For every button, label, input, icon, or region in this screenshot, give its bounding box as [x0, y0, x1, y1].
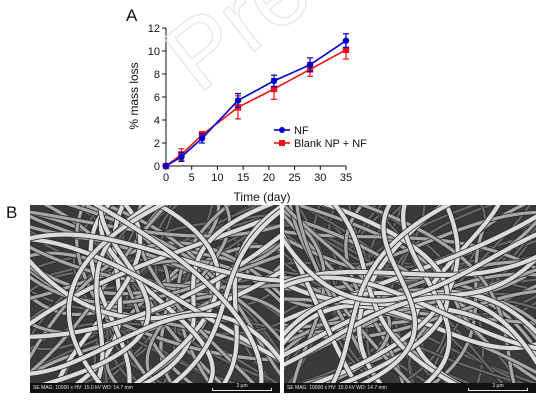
data-point [162, 162, 170, 170]
y-tick-label: 10 [148, 46, 160, 58]
chart-marks [162, 33, 350, 170]
scale-bar: 3 µm [212, 383, 272, 392]
sem-info-bar: SE MAG: 10000 x HV: 15.0 kV WD: 14.7 mm … [284, 383, 536, 393]
legend-marker [279, 140, 285, 146]
legend-label: Blank NP + NF [294, 138, 367, 150]
sem-info-text: SE MAG: 10000 x HV: 15.0 kV WD: 14.7 mm [287, 385, 387, 391]
x-tick-label: 30 [314, 172, 326, 184]
nanofiber-texture [30, 205, 280, 383]
legend-label: NF [294, 125, 309, 137]
data-point [306, 61, 314, 68]
nanofiber-texture [284, 205, 536, 383]
x-tick-label: 35 [340, 172, 352, 184]
y-tick-label: 6 [154, 92, 160, 104]
y-tick-label: 12 [148, 23, 160, 35]
data-point [178, 153, 185, 160]
data-point [270, 77, 278, 85]
data-point [342, 37, 350, 44]
y-tick-label: 2 [154, 138, 160, 150]
scale-bar-label: 3 µm [492, 383, 504, 389]
sem-info-text: SE MAG: 10000 x HV: 15.0 kV WD: 14.7 mm [33, 385, 133, 391]
y-tick-label: 8 [154, 69, 160, 81]
legend-marker [279, 127, 285, 133]
x-tick-label: 15 [237, 172, 249, 184]
x-tick-label: 10 [211, 172, 223, 184]
x-tick-label: 0 [163, 172, 169, 184]
x-axis-label: Time (day) [234, 190, 291, 204]
scale-bar-label: 3 µm [236, 383, 248, 389]
data-point [234, 97, 242, 104]
y-tick-label: 4 [154, 115, 160, 127]
y-tick-label: 0 [154, 161, 160, 173]
x-tick-label: 20 [263, 172, 275, 184]
panel-label-b: B [6, 203, 18, 222]
y-axis-label: % mass loss [127, 62, 141, 129]
chart-axes: 0 2 4 6 8 10 12 0 5 10 15 20 25 30 35 [148, 23, 352, 184]
x-tick-label: 5 [189, 172, 195, 184]
data-point [270, 85, 278, 93]
x-tick-label: 25 [288, 172, 300, 184]
data-point [342, 46, 350, 54]
sem-micrograph-blank-np-nf: SE MAG: 10000 x HV: 15.0 kV WD: 14.7 mm … [284, 205, 536, 393]
panel-label-a: A [126, 6, 138, 25]
sem-info-bar: SE MAG: 10000 x HV: 15.0 kV WD: 14.7 mm … [30, 383, 280, 393]
sem-micrograph-nf: SE MAG: 10000 x HV: 15.0 kV WD: 14.7 mm … [30, 205, 280, 393]
scale-bar: 3 µm [468, 383, 528, 392]
data-point [198, 135, 206, 142]
